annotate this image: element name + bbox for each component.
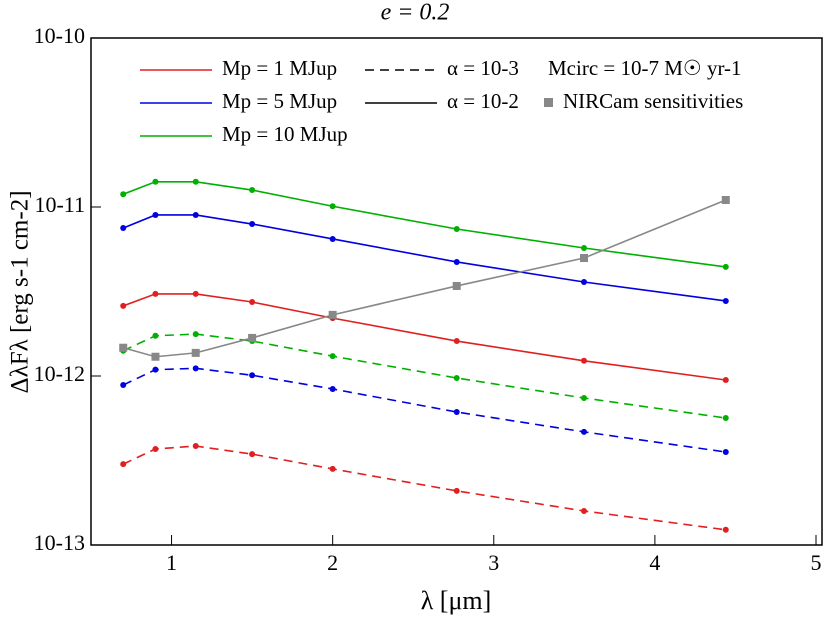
y-tick-label: 10-10 <box>34 23 85 48</box>
series-line <box>123 199 727 358</box>
marker <box>119 343 128 352</box>
marker <box>152 366 159 373</box>
marker <box>328 310 337 319</box>
marker <box>453 375 460 382</box>
marker <box>581 357 587 364</box>
marker <box>192 443 199 450</box>
marker <box>192 365 199 372</box>
marker <box>120 225 127 232</box>
plot-frame <box>90 37 823 546</box>
series-line <box>122 445 726 531</box>
y-tick-label: 10-13 <box>34 530 85 555</box>
marker <box>453 258 460 265</box>
marker <box>722 449 729 456</box>
marker <box>581 428 587 435</box>
marker <box>120 191 127 198</box>
marker <box>249 221 256 228</box>
x-axis-label: λ [μm] <box>421 586 492 615</box>
marker <box>722 297 729 304</box>
marker <box>248 333 257 342</box>
marker <box>249 299 256 306</box>
marker <box>329 465 336 472</box>
marker <box>151 352 160 361</box>
marker <box>722 263 729 270</box>
series-line <box>122 214 726 302</box>
series-line <box>122 333 726 419</box>
marker <box>152 445 159 452</box>
marker <box>120 302 127 309</box>
marker <box>152 290 159 297</box>
x-tick-label: 3 <box>488 550 499 575</box>
x-tick-label: 2 <box>327 550 338 575</box>
marker <box>120 461 127 468</box>
marker <box>249 372 256 379</box>
marker <box>249 451 256 458</box>
marker <box>581 278 587 285</box>
marker <box>120 381 127 388</box>
marker <box>722 415 729 422</box>
marker <box>192 211 199 218</box>
marker <box>329 385 336 392</box>
marker <box>329 235 336 242</box>
legend-label: Mp = 5 MJup <box>222 89 337 113</box>
series-line <box>122 293 726 381</box>
series-line <box>122 367 726 453</box>
marker <box>152 332 159 339</box>
series-line <box>122 180 726 268</box>
annotation: Mcirc = 10-7 M☉ yr-1 <box>548 56 742 80</box>
marker <box>191 348 200 357</box>
legend-marker <box>544 98 553 107</box>
marker <box>581 395 587 402</box>
marker <box>722 526 729 533</box>
marker <box>152 178 159 185</box>
legend-label: Mp = 10 MJup <box>222 122 348 146</box>
x-tick-label: 5 <box>811 550 822 575</box>
marker <box>152 211 159 218</box>
marker <box>581 245 587 252</box>
marker <box>453 409 460 416</box>
legend-label: Mp = 1 MJup <box>222 56 337 80</box>
marker <box>453 226 460 233</box>
marker <box>581 507 587 514</box>
marker <box>580 254 588 263</box>
marker <box>453 487 460 494</box>
marker <box>192 290 199 297</box>
x-tick-label: 1 <box>166 550 177 575</box>
marker <box>452 281 461 290</box>
marker <box>192 178 199 185</box>
marker <box>329 353 336 360</box>
y-tick-label: 10-11 <box>34 192 85 217</box>
legend-label: α = 10-2 <box>447 89 519 113</box>
chart-title: e = 0.2 <box>381 0 450 26</box>
y-tick-label: 10-12 <box>34 361 85 386</box>
legend-label: α = 10-3 <box>447 56 519 80</box>
marker <box>722 376 729 383</box>
x-tick-label: 4 <box>649 550 660 575</box>
legend-label: NIRCam sensitivities <box>563 89 743 113</box>
marker <box>453 338 460 345</box>
marker <box>329 203 336 210</box>
marker <box>721 196 730 205</box>
y-axis-label: ΔλFλ [erg s-1 cm-2] <box>7 190 34 393</box>
marker <box>192 331 199 338</box>
marker <box>249 187 256 194</box>
